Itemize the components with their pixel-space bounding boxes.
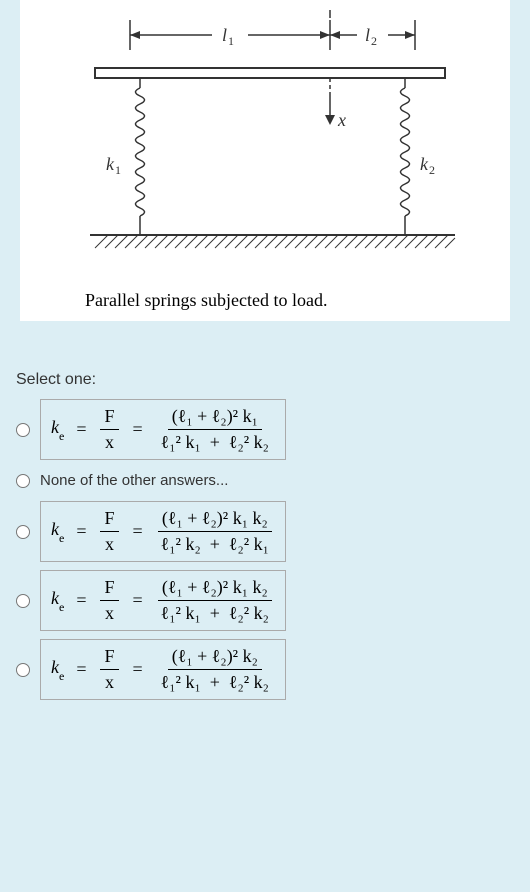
radio-option-4[interactable] — [16, 594, 30, 608]
diagram-caption: Parallel springs subjected to load. — [30, 290, 500, 311]
option-4-formula: ke = Fx = (ℓ₁ + ℓ₂)² k₁ k₂ ℓ₁² k₁ + ℓ₂² … — [40, 570, 286, 631]
radio-option-5[interactable] — [16, 663, 30, 677]
option-3-formula: ke = Fx = (ℓ₁ + ℓ₂)² k₁ k₂ ℓ₁² k₂ + ℓ₂² … — [40, 501, 286, 562]
label-l1: l — [222, 25, 227, 45]
svg-text:F: F — [326, 10, 339, 14]
label-k2: k — [420, 154, 429, 174]
radio-option-1[interactable] — [16, 423, 30, 437]
radio-option-none[interactable] — [16, 474, 30, 488]
label-l2: l — [365, 25, 370, 45]
spring-k1 — [136, 78, 145, 235]
svg-text:2: 2 — [371, 34, 377, 48]
option-5[interactable]: ke = Fx = (ℓ₁ + ℓ₂)² k₂ ℓ₁² k₁ + ℓ₂² k₂ — [16, 639, 514, 700]
springs-diagram: F l 1 l 2 x k 1 — [70, 10, 460, 280]
option-4[interactable]: ke = Fx = (ℓ₁ + ℓ₂)² k₁ k₂ ℓ₁² k₁ + ℓ₂² … — [16, 570, 514, 631]
label-x: x — [337, 110, 346, 130]
ground-hatch — [95, 235, 455, 248]
option-1[interactable]: ke = Fx = (ℓ₁ + ℓ₂)² k₁ ℓ₁² k₁ + ℓ₂² k₂ — [16, 399, 514, 460]
option-none-label: None of the other answers... — [40, 468, 228, 493]
spring-k2 — [401, 78, 410, 235]
svg-text:2: 2 — [429, 163, 435, 177]
radio-option-3[interactable] — [16, 525, 30, 539]
svg-text:1: 1 — [115, 163, 121, 177]
prompt-text: Select one: — [16, 371, 530, 389]
options-container: ke = Fx = (ℓ₁ + ℓ₂)² k₁ ℓ₁² k₁ + ℓ₂² k₂ … — [16, 399, 514, 700]
svg-text:1: 1 — [228, 34, 234, 48]
option-5-formula: ke = Fx = (ℓ₁ + ℓ₂)² k₂ ℓ₁² k₁ + ℓ₂² k₂ — [40, 639, 286, 700]
option-none[interactable]: None of the other answers... — [16, 468, 514, 493]
option-3[interactable]: ke = Fx = (ℓ₁ + ℓ₂)² k₁ k₂ ℓ₁² k₂ + ℓ₂² … — [16, 501, 514, 562]
label-k1: k — [106, 154, 115, 174]
diagram-panel: F l 1 l 2 x k 1 — [20, 0, 510, 321]
option-1-formula: ke = Fx = (ℓ₁ + ℓ₂)² k₁ ℓ₁² k₁ + ℓ₂² k₂ — [40, 399, 286, 460]
